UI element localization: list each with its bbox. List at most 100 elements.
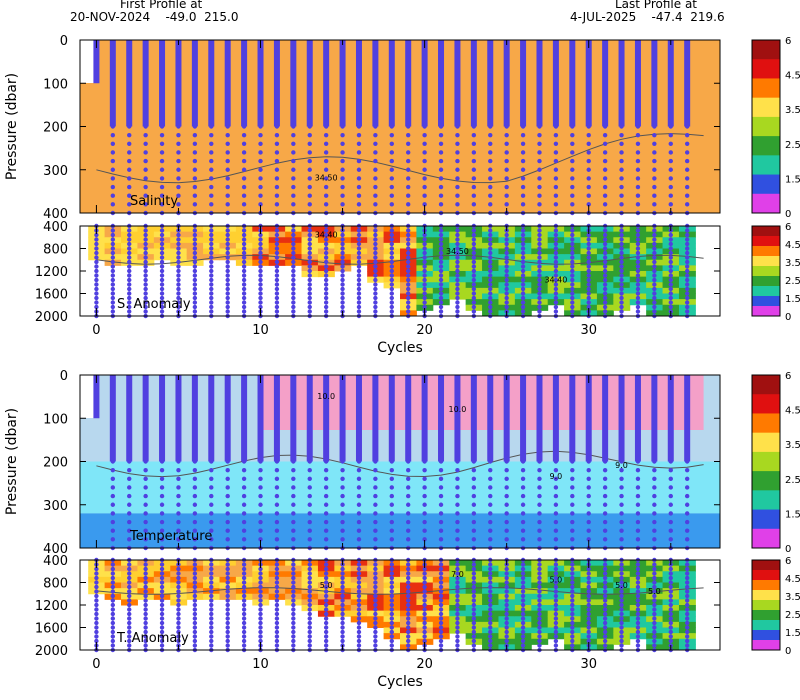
profile-dot bbox=[389, 286, 394, 292]
colorbar-swatch bbox=[752, 256, 780, 267]
profile-dot bbox=[110, 602, 116, 608]
profile-dot bbox=[291, 571, 296, 576]
x-tick-label: 30 bbox=[580, 657, 597, 672]
profile-dot bbox=[520, 620, 526, 626]
profile-dot bbox=[504, 537, 509, 542]
profile-dot bbox=[619, 176, 624, 181]
profile-dot bbox=[635, 282, 641, 287]
profile-dot bbox=[488, 502, 493, 507]
profile-dot bbox=[159, 620, 165, 626]
profile-dot bbox=[504, 566, 509, 572]
profile-dot bbox=[406, 246, 411, 251]
profile-dot bbox=[143, 571, 148, 576]
profile-dot bbox=[225, 562, 230, 567]
profile-dense bbox=[569, 40, 576, 127]
profile-dot bbox=[340, 602, 345, 608]
profile-dot bbox=[602, 602, 608, 608]
profile-dot bbox=[668, 634, 673, 639]
profile-dot bbox=[307, 277, 312, 283]
profile-dot bbox=[406, 602, 411, 608]
profile-dot bbox=[570, 602, 575, 608]
profile-dot bbox=[422, 571, 427, 576]
profile-dot bbox=[537, 620, 542, 626]
profile-dot bbox=[684, 246, 690, 251]
profile-dot bbox=[668, 132, 673, 138]
profile-dot bbox=[127, 607, 132, 612]
profile-dot bbox=[619, 291, 624, 296]
profile-dot bbox=[570, 273, 575, 278]
profile-dot bbox=[389, 634, 394, 639]
profile-dot bbox=[127, 511, 132, 516]
colorbar-swatch bbox=[752, 451, 780, 472]
profile-dot bbox=[258, 602, 263, 608]
profile-dot bbox=[602, 141, 608, 146]
profile-dot bbox=[110, 638, 116, 644]
profile-dot bbox=[652, 566, 657, 572]
profile-dot bbox=[553, 575, 559, 581]
profile-dot bbox=[373, 167, 378, 172]
profile-dot bbox=[340, 259, 345, 265]
profile-dot bbox=[356, 246, 362, 251]
profile-dot bbox=[110, 286, 116, 292]
profile-dot bbox=[110, 634, 116, 639]
profile-dot bbox=[373, 629, 378, 635]
profile-dot bbox=[225, 255, 230, 260]
profile-dot bbox=[619, 250, 624, 256]
profile-dot bbox=[488, 580, 493, 585]
profile-dot bbox=[274, 575, 280, 581]
profile-dot bbox=[668, 291, 673, 296]
profile-dot bbox=[209, 528, 214, 533]
y-tick-label: 800 bbox=[43, 577, 68, 592]
profile-dot bbox=[176, 625, 181, 630]
profile-dot bbox=[274, 643, 280, 648]
profile-dot bbox=[652, 286, 657, 292]
profile-dot bbox=[455, 141, 460, 146]
profile-dot bbox=[323, 250, 329, 256]
profile-dot bbox=[438, 277, 444, 283]
profile-dense bbox=[93, 375, 100, 419]
profile-dense bbox=[142, 375, 149, 462]
profile-dot bbox=[488, 575, 493, 581]
profile-dot bbox=[438, 228, 444, 233]
profile-dot bbox=[635, 607, 641, 612]
profile-dot bbox=[209, 250, 214, 256]
profile-dot bbox=[356, 141, 362, 146]
profile-dot bbox=[471, 476, 477, 481]
colorbar-label: 0 bbox=[785, 544, 791, 555]
profile-dot bbox=[94, 611, 99, 617]
profile-dot bbox=[422, 150, 427, 155]
profile-dot bbox=[652, 575, 657, 581]
profile-dot bbox=[274, 295, 280, 301]
profile-dot bbox=[684, 141, 690, 146]
profile-dot bbox=[373, 264, 378, 269]
profile-dot bbox=[110, 643, 116, 648]
profile-dot bbox=[668, 476, 673, 481]
profile-dot bbox=[307, 467, 312, 473]
profile-dot bbox=[373, 237, 378, 242]
profile-dot bbox=[209, 584, 214, 590]
profile-dot bbox=[356, 620, 362, 626]
profile-dot bbox=[684, 232, 690, 238]
profile-dot bbox=[488, 241, 493, 247]
profile-dot bbox=[570, 300, 575, 305]
profile-dot bbox=[455, 250, 460, 256]
profile-dot bbox=[471, 643, 477, 648]
profile-dot bbox=[455, 202, 460, 207]
profile-dot bbox=[586, 132, 591, 138]
profile-dot bbox=[471, 167, 477, 172]
profile-dot bbox=[225, 638, 230, 644]
profile-dot bbox=[209, 158, 214, 164]
profile-dot bbox=[602, 620, 608, 626]
profile-dot bbox=[291, 598, 296, 603]
profile-dot bbox=[356, 476, 362, 481]
profile-dense bbox=[602, 40, 609, 127]
profile-dot bbox=[570, 620, 575, 626]
profile-dot bbox=[94, 246, 99, 251]
profile-dot bbox=[471, 620, 477, 626]
profile-dot bbox=[553, 493, 559, 499]
profile-dot bbox=[373, 176, 378, 181]
profile-dot bbox=[323, 291, 329, 296]
profile-dot bbox=[127, 141, 132, 146]
profile-dot bbox=[406, 511, 411, 516]
profile-dot bbox=[684, 502, 690, 507]
